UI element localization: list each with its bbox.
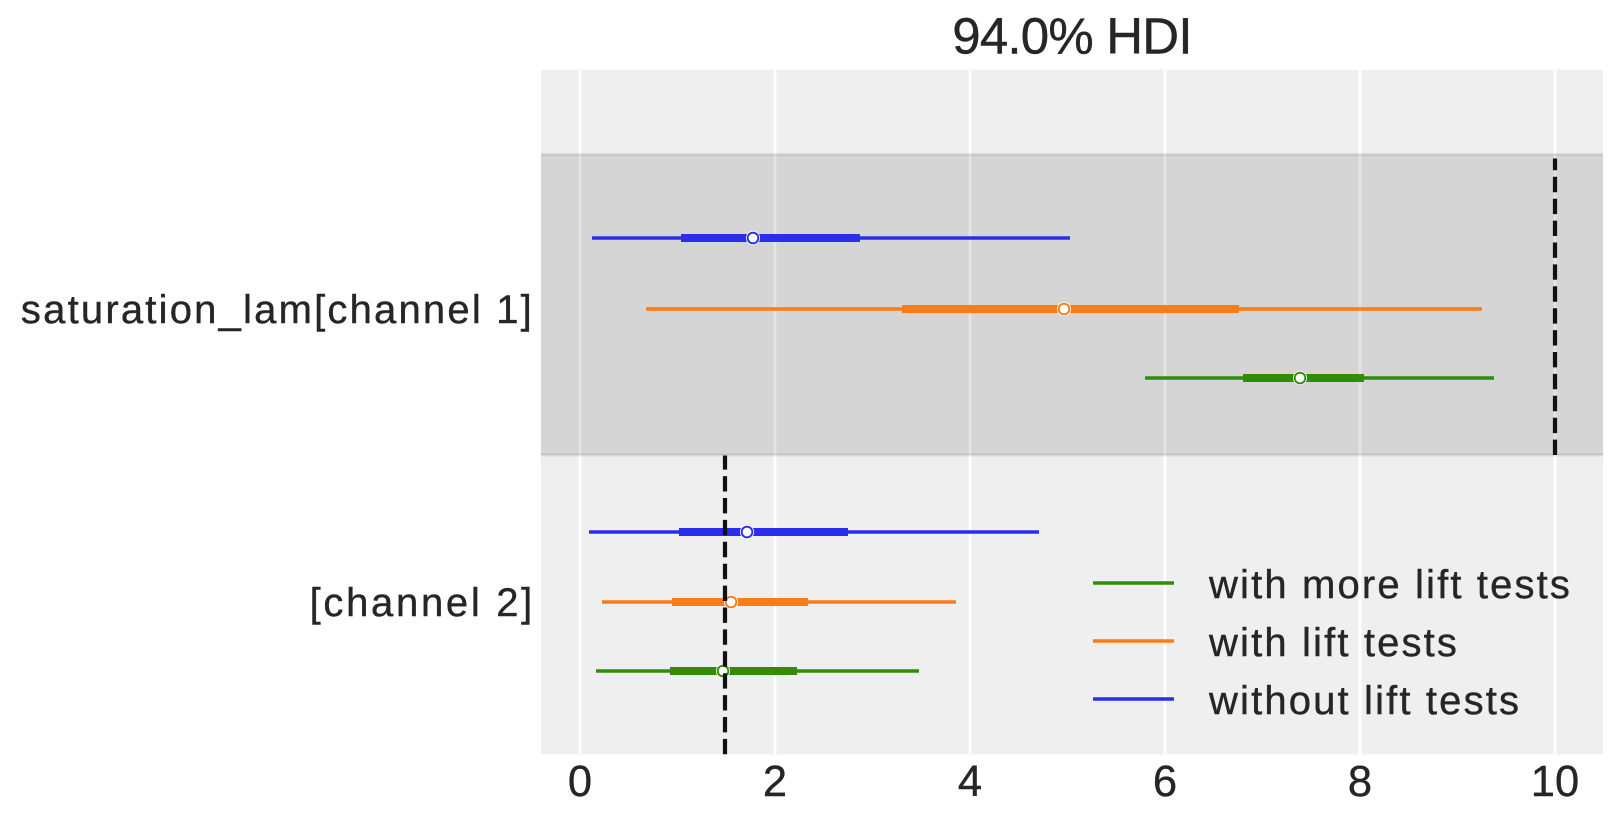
svg-text:0: 0 — [568, 758, 592, 806]
svg-text:with more lift tests: with more lift tests — [1208, 563, 1572, 607]
svg-text:10: 10 — [1531, 758, 1579, 806]
svg-text:[channel 2]: [channel 2] — [310, 581, 535, 625]
svg-text:saturation_lam[channel 1]: saturation_lam[channel 1] — [21, 288, 534, 332]
svg-text:with lift tests: with lift tests — [1208, 621, 1459, 665]
svg-text:4: 4 — [958, 758, 982, 806]
svg-text:2: 2 — [763, 758, 787, 806]
svg-text:8: 8 — [1348, 758, 1372, 806]
svg-text:94.0% HDI: 94.0% HDI — [952, 8, 1191, 65]
svg-text:without lift tests: without lift tests — [1208, 679, 1521, 723]
svg-text:6: 6 — [1153, 758, 1177, 806]
